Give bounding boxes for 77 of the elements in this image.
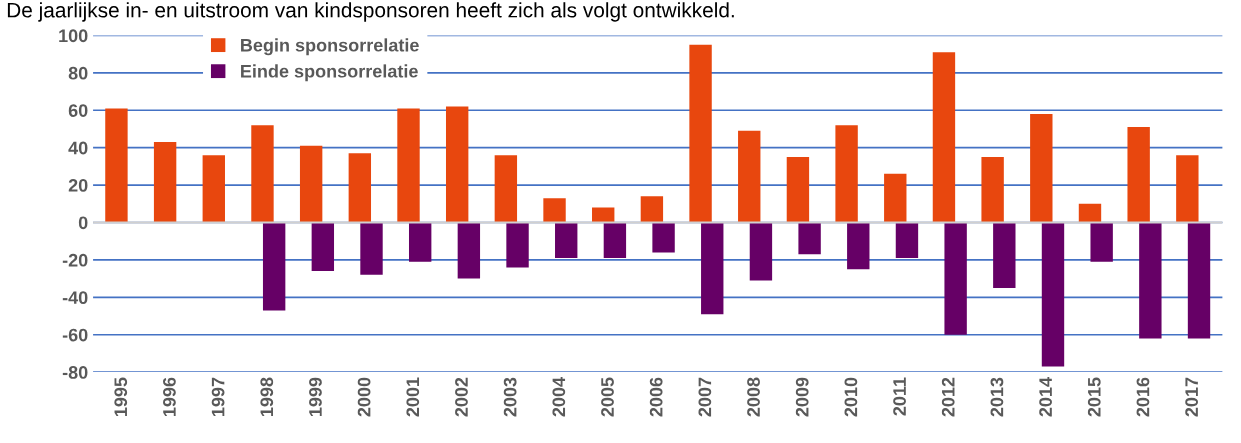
- bar: [1139, 222, 1162, 339]
- y-tick-label: -80: [62, 366, 88, 379]
- y-tick-label: -40: [62, 291, 88, 305]
- bar: [689, 44, 712, 223]
- bar: [738, 130, 761, 223]
- bar: [1127, 127, 1150, 223]
- bar: [603, 222, 627, 259]
- bar: [457, 222, 481, 279]
- bar: [1176, 155, 1199, 223]
- bar: [1030, 114, 1053, 223]
- x-tick-label: 2010: [844, 377, 858, 417]
- x-tick-label: 2008: [747, 377, 760, 417]
- x-tick-label: 2012: [941, 377, 955, 417]
- bar: [348, 153, 372, 223]
- bar: [506, 222, 529, 268]
- x-tick-label: 2009: [795, 377, 809, 417]
- legend-label: Einde sponsorrelatie: [241, 64, 418, 82]
- bar: [932, 52, 956, 223]
- bar: [1041, 222, 1065, 367]
- y-tick-label: -20: [62, 253, 88, 267]
- bar: [445, 106, 469, 223]
- bar: [884, 173, 907, 223]
- y-tick-label: 20: [68, 179, 88, 192]
- x-tick-label: 2013: [990, 377, 1004, 417]
- x-tick-label: 2007: [698, 377, 712, 417]
- bar: [202, 155, 225, 223]
- y-tick-label: 80: [68, 66, 88, 80]
- bar: [262, 222, 286, 311]
- x-tick-label: 2001: [406, 377, 420, 417]
- bar: [749, 222, 773, 281]
- y-tick-label: -60: [62, 328, 88, 342]
- bar: [494, 155, 518, 223]
- bar: [299, 145, 323, 223]
- x-tick-label: 1999: [309, 377, 322, 417]
- bar: [1187, 222, 1211, 339]
- bar: [847, 222, 870, 270]
- x-tick-label: 2006: [649, 377, 663, 417]
- bar: [153, 142, 177, 223]
- y-tick-label: 40: [68, 141, 88, 155]
- x-tick-label: 2004: [552, 377, 566, 417]
- bar: [555, 222, 578, 259]
- bar: [397, 108, 420, 223]
- chart-title: De jaarlijkse in- en uitstroom van kindsponsoren heeft zich als volgt ontwikkeld.: [7, 2, 734, 22]
- x-tick-label: 1996: [163, 377, 176, 417]
- x-tick-label: 2000: [357, 377, 371, 417]
- x-tick-label: 2011: [893, 377, 906, 416]
- x-tick-label: 2014: [1039, 377, 1052, 417]
- bar: [835, 125, 858, 223]
- bar: [981, 157, 1004, 223]
- bar: [993, 222, 1016, 288]
- y-tick-label: 60: [68, 104, 88, 117]
- bar: [640, 196, 664, 223]
- x-tick-label: 2002: [455, 377, 468, 417]
- bar: [786, 157, 810, 223]
- x-tick-label: 2016: [1136, 377, 1150, 417]
- y-tick-label: 0: [78, 216, 88, 230]
- bar: [408, 222, 432, 262]
- bar: [701, 222, 724, 315]
- x-tick-label: 2005: [601, 377, 614, 417]
- x-tick-label: 1997: [211, 377, 225, 417]
- bar: [360, 222, 383, 275]
- bar: [798, 222, 821, 255]
- x-tick-label: 1995: [114, 377, 128, 417]
- legend-label: Begin sponsorrelatie: [241, 38, 419, 56]
- bar: [652, 222, 675, 253]
- bar: [543, 198, 566, 223]
- bar: [311, 222, 335, 272]
- x-tick-label: 2003: [503, 377, 517, 417]
- x-tick-label: 2015: [1087, 377, 1101, 417]
- x-tick-label: 1998: [260, 377, 274, 417]
- x-tick-label: 2017: [1185, 377, 1199, 417]
- bar: [251, 125, 274, 223]
- bar: [1090, 222, 1113, 262]
- bar: [944, 222, 967, 335]
- bar: [105, 108, 128, 223]
- bar: [895, 222, 919, 259]
- y-tick-label: 100: [59, 29, 88, 43]
